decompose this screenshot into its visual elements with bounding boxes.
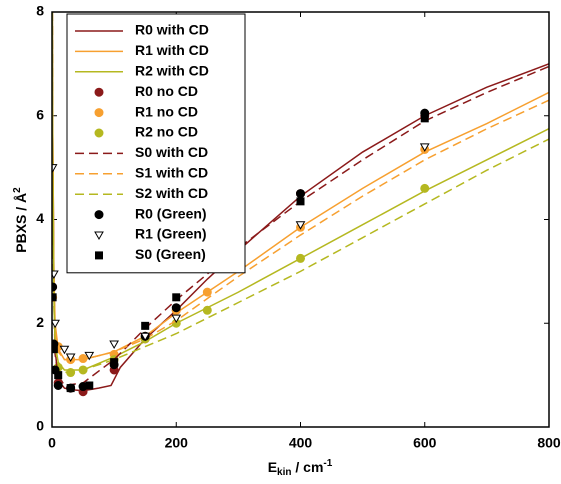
marker (419, 143, 430, 152)
y-label-sup: 2 (12, 187, 23, 193)
marker (171, 303, 181, 313)
marker (141, 321, 150, 330)
marker (171, 314, 182, 324)
marker (420, 183, 430, 193)
legend-label: R1 (Green) (135, 226, 207, 242)
marker (66, 384, 75, 393)
marker (52, 319, 60, 329)
marker (296, 189, 305, 199)
marker (65, 353, 76, 362)
series-line (52, 12, 549, 361)
x-tick-label: 200 (165, 435, 189, 451)
marker (94, 231, 104, 241)
y-tick-label: 6 (36, 106, 44, 122)
legend: R0 with CD R1 with CD R2 with CD R0 no CD R1… (66, 13, 246, 274)
legend-label: S2 with CD (135, 185, 208, 201)
marker (140, 332, 151, 342)
x-axis-label: Ekin / cm-1 (268, 458, 333, 478)
x-label-unit: / cm (291, 459, 323, 475)
y-tick-label: 8 (36, 3, 44, 19)
x-tick-label: 600 (413, 435, 437, 451)
legend-label: S0 (Green) (135, 246, 206, 262)
legend-label: R0 no CD (135, 83, 198, 99)
marker (109, 340, 119, 350)
marker (202, 305, 212, 315)
marker (85, 381, 94, 390)
x-label-main: E (268, 459, 277, 475)
marker (52, 345, 58, 354)
marker (296, 197, 305, 206)
marker (53, 381, 63, 390)
x-tick-label: 800 (537, 435, 561, 451)
marker (295, 221, 306, 230)
legend-label: R2 no CD (135, 124, 198, 140)
legend-label: R1 no CD (135, 103, 198, 119)
marker (95, 251, 103, 260)
marker (420, 114, 429, 123)
legend-label: R1 with CD (135, 42, 209, 58)
marker (59, 345, 70, 355)
marker (94, 87, 104, 97)
marker (94, 210, 104, 220)
plot-frame (51, 11, 550, 428)
y-tick-label: 2 (36, 314, 44, 330)
legend-label: S1 with CD (135, 165, 208, 181)
plot-area (52, 12, 549, 397)
x-tick-label: 0 (48, 435, 56, 451)
marker (110, 358, 119, 367)
y-axis-label: PBXS / Å2 (12, 187, 29, 253)
x-label-sub: kin (277, 467, 291, 478)
marker (296, 253, 305, 263)
marker (84, 351, 95, 361)
legend-box (66, 13, 246, 274)
y-tick-label: 0 (36, 418, 44, 434)
marker (52, 270, 59, 279)
x-label-sup: -1 (323, 458, 332, 469)
legend-label: R0 (Green) (135, 205, 207, 221)
marker (172, 293, 181, 302)
marker (202, 287, 212, 297)
marker (94, 128, 104, 138)
marker (94, 108, 104, 118)
y-label-main: PBXS / Å (13, 193, 29, 253)
legend-label: R0 with CD (135, 22, 209, 38)
x-tick-label: 400 (289, 435, 313, 451)
legend-label: R2 with CD (135, 63, 209, 79)
marker (54, 371, 63, 380)
legend-label: S0 with CD (135, 144, 208, 160)
y-tick-label: 4 (36, 210, 44, 226)
